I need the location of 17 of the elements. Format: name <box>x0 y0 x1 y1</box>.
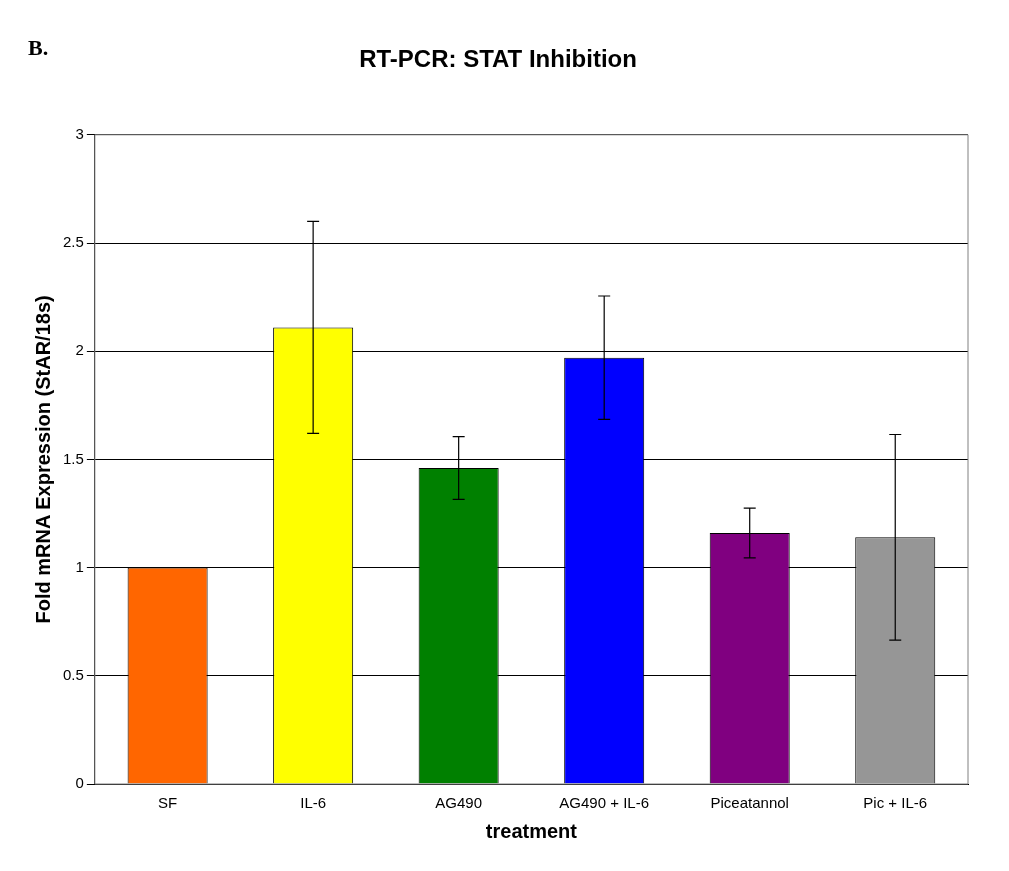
y-tick-label: 2 <box>75 341 84 359</box>
y-tick-label: 3 <box>75 124 84 142</box>
y-tick-label: 1.5 <box>62 449 84 467</box>
x-tick-label: Pic + IL-6 <box>863 794 928 812</box>
x-tick-label: AG490 <box>435 794 483 812</box>
y-tick-label: 0.5 <box>62 665 84 683</box>
x-tick-label: AG490 + IL-6 <box>559 794 650 812</box>
y-axis-title: Fold mRNA Expression (StAR/18s) <box>31 295 54 624</box>
x-tick-label: IL-6 <box>300 794 327 812</box>
y-tick-label: 1 <box>75 557 84 575</box>
y-tick-label: 0 <box>75 774 84 792</box>
x-tick-label: Piceatannol <box>710 794 789 812</box>
x-tick-label: SF <box>158 794 178 812</box>
chart-title: RT-PCR: STAT Inhibition <box>359 45 637 73</box>
text: B. <box>28 34 49 60</box>
x-axis-title: treatment <box>485 819 578 842</box>
y-tick-label: 2.5 <box>62 233 84 251</box>
